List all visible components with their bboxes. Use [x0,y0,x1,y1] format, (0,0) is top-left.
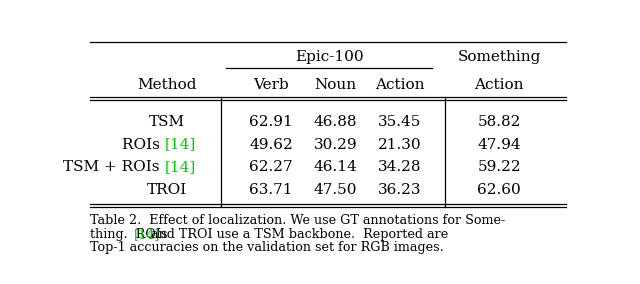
Text: 46.14: 46.14 [314,160,357,174]
Text: 62.27: 62.27 [249,160,292,174]
Text: 34.28: 34.28 [378,160,422,174]
Text: 62.91: 62.91 [249,114,293,129]
Text: TSM: TSM [148,114,185,129]
Text: 49.62: 49.62 [249,137,293,151]
Text: Table 2.  Effect of localization. We use GT annotations for Some-: Table 2. Effect of localization. We use … [90,214,505,227]
Text: 47.94: 47.94 [477,137,521,151]
Text: [14]: [14] [164,160,196,174]
Text: Action: Action [375,78,425,93]
Text: 46.88: 46.88 [314,114,357,129]
Text: 63.71: 63.71 [249,183,292,197]
Text: TROI: TROI [147,183,187,197]
Text: Noun: Noun [314,78,356,93]
Text: [14]: [14] [164,137,196,151]
Text: thing.  ROIs: thing. ROIs [90,228,172,241]
Text: 35.45: 35.45 [378,114,422,129]
Text: 36.23: 36.23 [378,183,422,197]
Text: and TROI use a TSM backbone.  Reported are: and TROI use a TSM backbone. Reported ar… [147,228,449,241]
Text: ROIs: ROIs [122,137,164,151]
Text: 58.82: 58.82 [477,114,521,129]
Text: 21.30: 21.30 [378,137,422,151]
Text: [14]: [14] [134,228,160,241]
Text: Top-1 accuracies on the validation set for RGB images.: Top-1 accuracies on the validation set f… [90,241,444,254]
Text: 59.22: 59.22 [477,160,521,174]
Text: Something: Something [458,50,541,64]
Text: Epic-100: Epic-100 [295,50,364,64]
Text: 30.29: 30.29 [314,137,357,151]
Text: TSM + ROIs: TSM + ROIs [63,160,164,174]
Text: 62.60: 62.60 [477,183,521,197]
Text: Verb: Verb [253,78,289,93]
Text: 47.50: 47.50 [314,183,357,197]
Text: Method: Method [137,78,196,93]
Text: Action: Action [474,78,524,93]
